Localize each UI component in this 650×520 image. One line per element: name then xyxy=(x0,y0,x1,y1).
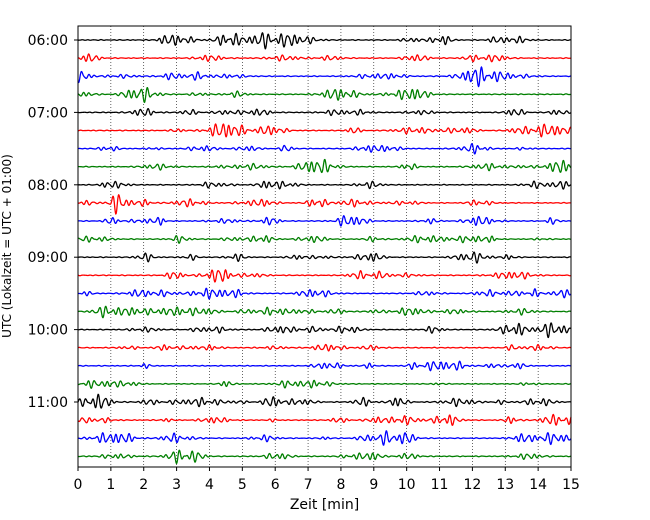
x-tick-label-12: 12 xyxy=(463,477,481,493)
x-tick-label-14: 14 xyxy=(529,477,547,493)
plot-frame xyxy=(77,25,572,468)
trace-1130 xyxy=(77,430,572,446)
x-tick-label-2: 2 xyxy=(139,477,148,493)
y-tick-label-2: 08:00 xyxy=(28,178,68,194)
trace-0845 xyxy=(77,234,572,244)
trace-0930 xyxy=(77,287,572,300)
x-tick-label-5: 5 xyxy=(238,477,247,493)
trace-0630 xyxy=(77,66,572,88)
y-tick-label-0: 06:00 xyxy=(28,33,68,49)
trace-0645 xyxy=(77,86,572,104)
x-tick-label-1: 1 xyxy=(106,477,115,493)
helicorder-traces xyxy=(77,32,572,465)
trace-0900 xyxy=(77,251,572,264)
y-tick-label-1: 07:00 xyxy=(28,105,68,121)
trace-0915 xyxy=(77,269,572,283)
trace-0830 xyxy=(77,215,572,227)
trace-0945 xyxy=(77,305,572,319)
y-tick-label-3: 09:00 xyxy=(28,250,68,266)
trace-1045 xyxy=(77,379,572,389)
trace-1015 xyxy=(77,343,572,352)
x-tick-label-11: 11 xyxy=(431,477,449,493)
trace-0730 xyxy=(77,142,572,155)
x-tick-label-7: 7 xyxy=(304,477,313,493)
trace-1030 xyxy=(77,360,572,372)
y-tick-label-5: 11:00 xyxy=(28,395,68,411)
x-tick-label-4: 4 xyxy=(205,477,214,493)
trace-0800 xyxy=(77,180,572,190)
y-axis-ticks: 06:00 07:00 08:00 09:00 10:00 11:00 xyxy=(28,33,78,411)
y-tick-label-4: 10:00 xyxy=(28,323,68,339)
trace-0745 xyxy=(77,158,572,174)
trace-0815 xyxy=(77,194,572,215)
trace-1000 xyxy=(77,322,572,339)
trace-0615 xyxy=(77,53,572,63)
trace-1100 xyxy=(77,393,572,409)
x-axis-title: Zeit [min] xyxy=(290,497,359,513)
x-tick-label-15: 15 xyxy=(562,477,580,493)
trace-1145 xyxy=(77,449,572,465)
x-tick-label-3: 3 xyxy=(172,477,181,493)
x-tick-label-8: 8 xyxy=(336,477,345,493)
x-axis-ticks: 0 1 2 3 4 5 6 7 8 9 10 11 12 13 14 15 xyxy=(74,467,580,493)
trace-0700 xyxy=(77,108,572,117)
y-axis-title: UTC (Lokalzeit = UTC + 01:00) xyxy=(0,154,14,338)
trace-1115 xyxy=(77,413,572,426)
x-tick-label-0: 0 xyxy=(74,477,83,493)
x-tick-label-13: 13 xyxy=(496,477,514,493)
x-tick-label-10: 10 xyxy=(398,477,416,493)
x-tick-label-6: 6 xyxy=(271,477,280,493)
trace-0600 xyxy=(77,32,572,50)
x-tick-label-9: 9 xyxy=(369,477,378,493)
trace-0715 xyxy=(77,123,572,138)
